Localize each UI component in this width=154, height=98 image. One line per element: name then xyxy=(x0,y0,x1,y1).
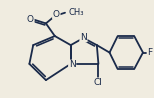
Text: N: N xyxy=(80,33,87,42)
Text: O: O xyxy=(27,15,34,24)
Text: F: F xyxy=(147,48,152,57)
Text: O: O xyxy=(53,10,60,19)
Text: CH₃: CH₃ xyxy=(69,8,84,17)
Text: Cl: Cl xyxy=(94,78,103,87)
Text: N: N xyxy=(69,60,76,69)
